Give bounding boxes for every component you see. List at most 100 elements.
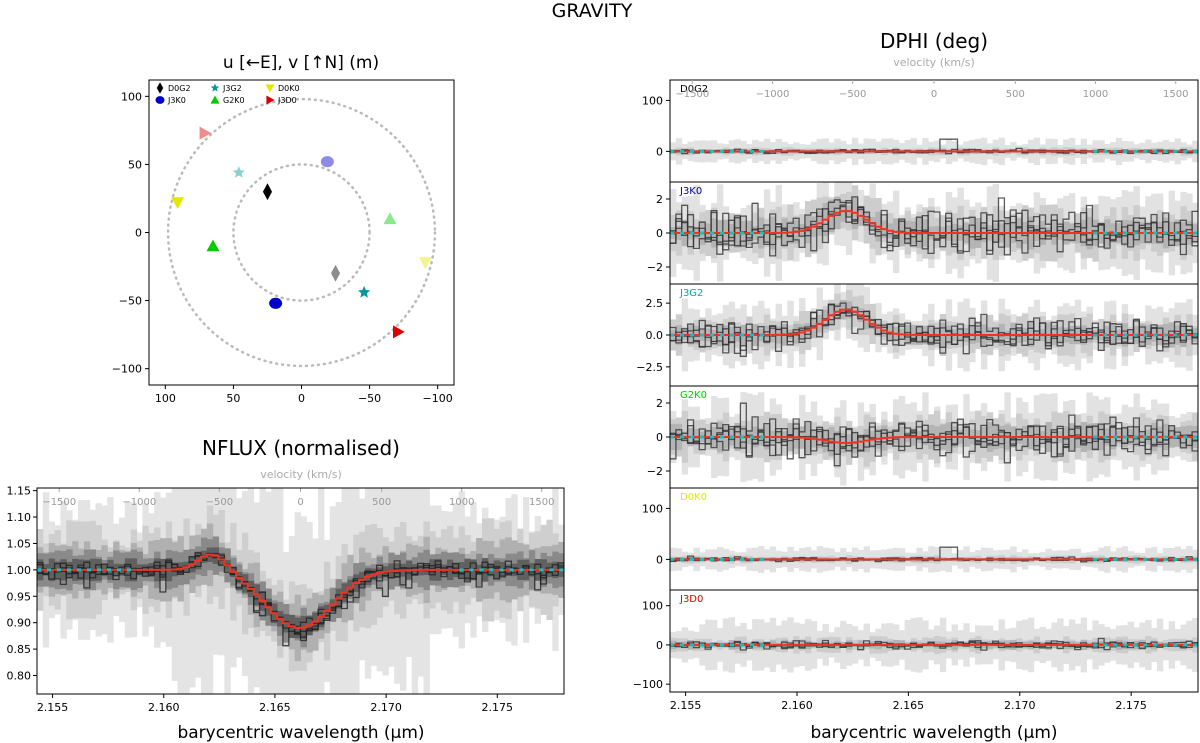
nflux-vtick-label-5: 1000 [449,497,474,508]
dphi-data-series [670,418,1198,467]
uv-legend-marker-j3k0 [155,96,165,104]
dphi-panel-label: D0G2 [680,84,708,95]
uv-circle-1 [166,97,437,368]
uv-point-j3k0-2 [269,297,283,309]
dphi-ytick-label: 0 [656,145,663,158]
dphi-ytick-label: 2.5 [646,297,664,310]
dphi-panel-label: J3G2 [679,288,703,299]
figure-title: GRAVITY [552,0,633,22]
nflux-ytick-label-2: 1.05 [7,537,32,550]
dphi-panel-label: J3K0 [679,186,702,197]
dphi-panel-j3k0: J3K0 2 0 −2 [647,181,1199,285]
uv-ytick-label-0: 100 [121,90,142,103]
dphi-vtick-label-6: 1500 [1163,89,1188,100]
nflux-ytick-label-3: 1.00 [7,564,32,577]
dphi-ytick-label: 100 [642,600,663,613]
uv-point-d0k0-8 [171,197,185,209]
nflux-ytick-label-0: 1.15 [7,485,32,498]
nflux-vtick-label-4: 500 [372,497,391,508]
nflux-vtick-label-0: −1500 [42,497,76,508]
uv-ytick-label-3: −50 [119,295,142,308]
uv-legend-marker-j3g2 [210,83,220,92]
dphi-vtick-label-1: −1000 [756,89,790,100]
uv-ytick-label-4: −100 [112,363,142,376]
dphi-panel-label: J3D0 [679,594,703,605]
uv-point-d0g2-1 [331,264,341,282]
uv-legend-label-d0g2: D0G2 [168,84,191,93]
uv-legend-marker-j3d0 [266,95,275,105]
uv-point-j3g2-4 [358,285,371,298]
dphi-title: DPHI (deg) [880,29,988,53]
uv-point-j3d0-10 [393,325,405,339]
dphi-ytick-label: 2 [656,397,663,410]
dphi-model-line [670,308,1198,336]
dphi-ytick-label: 0 [656,431,663,444]
dphi-panel-g2k0: G2K0 2 0 −2 [647,385,1199,489]
nflux-plot: NFLUX (normalised) velocity (km/s) 2.155… [7,436,565,743]
dphi-ytick-label: 100 [642,94,663,107]
nflux-axes-frame [36,487,565,695]
dphi-data-series [670,199,1198,257]
dphi-panel-j3g2: J3G2 2.5 0.0 −2.5 [636,283,1199,387]
uv-point-g2k0-7 [383,212,397,225]
dphi-panel-d0k0: D0K0 100 0 [642,487,1199,591]
dphi-ytick-label: −2.5 [636,361,663,374]
dphi-panel-label: D0K0 [680,492,707,503]
nflux-xtick-label-4: 2.175 [482,701,514,714]
dphi-plot: DPHI (deg) velocity (km/s) D0G21000−1500… [633,29,1199,743]
uv-xtick-label-0: 100 [155,392,176,405]
dphi-model-line [670,210,1198,234]
dphi-vtick-label-2: −500 [839,89,866,100]
nflux-model-line [37,553,564,629]
dphi-data-series [670,303,1198,355]
nflux-xlabel: barycentric wavelength (μm) [177,723,424,743]
uv-circle-0 [232,163,371,302]
nflux-error-band [318,488,325,694]
dphi-model-line [670,436,1198,444]
dphi-panel-label: G2K0 [680,390,707,401]
uv-point-j3k0-3 [320,156,334,168]
dphi-ytick-label: −2 [647,261,663,274]
dphi-ytick-label: 100 [642,502,663,515]
nflux-xtick-label-3: 2.170 [370,701,402,714]
dphi-ytick-label: −100 [633,678,663,691]
dphi-vtick-label-4: 500 [1006,89,1025,100]
uv-ytick-label-2: 0 [135,227,142,240]
nflux-ytick-label-1: 1.10 [7,511,32,524]
uv-point-d0k0-9 [418,257,432,269]
dphi-panel-j3d0: J3D0 100 0 −100 [633,589,1199,693]
dphi-ytick-label: 0.0 [646,329,664,342]
dphi-ytick-label: −2 [647,465,663,478]
dphi-axes-bg [670,488,1198,590]
uv-legend-marker-d0g2 [156,82,164,94]
uv-plot: u [←E], v [↑N] (m) 100 50 0 −50 −100 100 50 0 −5… [112,53,455,405]
dphi-ytick-label: 0 [656,553,663,566]
uv-xtick-label-4: −100 [423,392,453,405]
nflux-xtick-label-0: 2.155 [37,701,69,714]
nflux-ytick-label-6: 0.85 [7,643,32,656]
uv-point-g2k0-6 [206,239,220,252]
nflux-ytick-label-4: 0.95 [7,590,32,603]
dphi-vtick-label-0: −1500 [675,89,709,100]
dphi-axes-frame [669,589,1199,693]
uv-xtick-label-2: 0 [298,392,305,405]
nflux-vtick-label-1: −1000 [122,497,156,508]
nflux-error-band [200,488,208,694]
nflux-ytick-label-7: 0.80 [7,670,32,683]
nflux-title: NFLUX (normalised) [202,436,400,460]
uv-xtick-label-3: −50 [358,392,381,405]
uv-ytick-label-1: 50 [128,158,142,171]
dphi-xtick-label-3: 2.170 [1004,699,1036,712]
dphi-data-series [670,640,1198,651]
nflux-error-band [224,488,231,694]
uv-legend-label-j3d0: J3D0 [277,96,297,105]
dphi-ytick-label: 0 [656,639,663,652]
nflux-vtick-label-6: 1500 [529,497,554,508]
uv-legend-label-d0k0: D0K0 [278,84,300,93]
nflux-xtick-label-1: 2.160 [148,701,180,714]
uv-title: u [←E], v [↑N] (m) [223,53,379,73]
nflux-vtick-label-3: 0 [297,497,303,508]
nflux-ytick-label-5: 0.90 [7,617,32,630]
